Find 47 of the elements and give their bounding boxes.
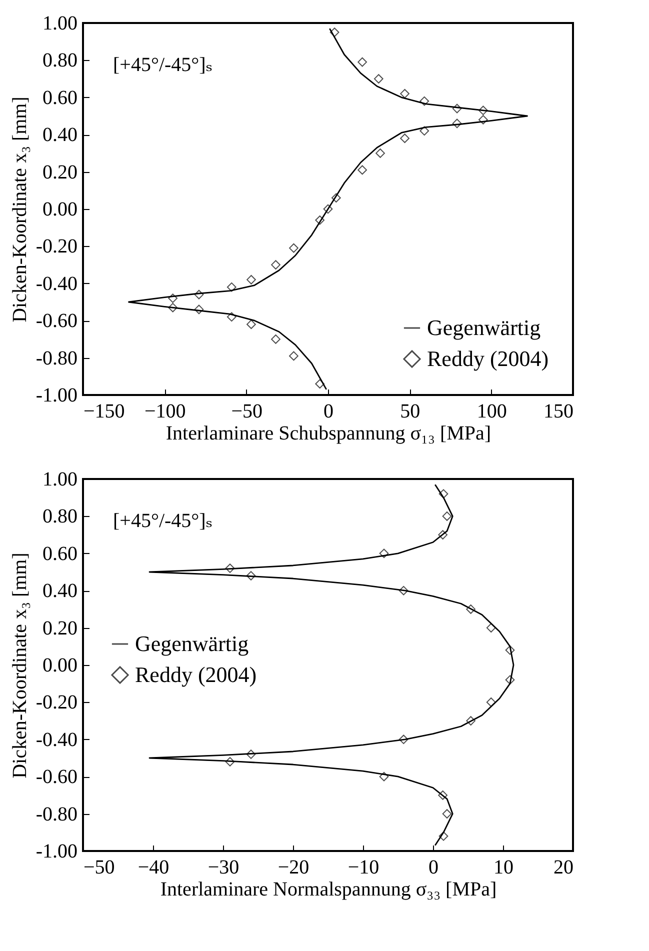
y-tick-label: 0.20	[42, 617, 78, 640]
legend-label: Reddy (2004)	[427, 346, 549, 371]
x-tick-label: 10	[494, 856, 514, 878]
y-tick-label: -0.40	[36, 272, 78, 295]
y-tick-label: 0.80	[42, 50, 78, 72]
y-axis-title: Dicken-Koordinate x₃ [mm]	[8, 96, 31, 322]
y-tick-label: -0.20	[36, 236, 78, 258]
x-tick-label: −50	[84, 856, 115, 878]
y-tick-label: 0.40	[42, 580, 78, 602]
y-tick-label: 1.00	[42, 468, 78, 490]
y-tick-label: -0.20	[36, 692, 78, 714]
y-tick-label: -1.00	[36, 840, 78, 862]
annotation: [+45°/-45°]ₛ	[113, 510, 213, 532]
y-tick-label: -1.00	[36, 384, 78, 406]
annotation: [+45°/-45°]ₛ	[113, 54, 213, 76]
x-tick-label: −50	[231, 400, 262, 422]
x-tick-label: −30	[208, 856, 240, 878]
x-tick-label: 150	[544, 400, 574, 422]
y-tick-label: -0.80	[36, 803, 78, 826]
y-tick-label: 0.00	[42, 198, 78, 220]
x-tick-label: 20	[554, 856, 574, 878]
x-tick-label: −100	[144, 400, 186, 422]
x-tick-label: 0	[324, 400, 334, 422]
x-tick-label: 50	[400, 400, 420, 422]
x-tick-label: 0	[428, 856, 438, 878]
y-tick-label: 0.40	[42, 124, 78, 146]
y-axis-title: Dicken-Koordinate x₃ [mm]	[8, 552, 31, 778]
y-tick-label: 1.00	[42, 12, 78, 34]
y-tick-label: 0.00	[42, 654, 78, 676]
legend-label: Gegenwärtig	[135, 631, 249, 656]
x-axis-title: Interlaminare Schubspannung σ₁₃ [MPa]	[166, 422, 492, 444]
x-tick-label: −150	[84, 400, 125, 422]
x-axis-title: Interlaminare Normalspannung σ₃₃ [MPa]	[160, 878, 497, 900]
y-tick-label: 0.60	[42, 86, 78, 109]
x-tick-label: −10	[348, 856, 380, 878]
y-tick-label: -0.60	[36, 310, 78, 332]
legend-label: Gegenwärtig	[427, 315, 541, 340]
y-tick-label: -0.40	[36, 728, 78, 751]
y-tick-label: -0.60	[36, 766, 78, 788]
y-tick-label: 0.20	[42, 161, 78, 184]
x-tick-label: −40	[138, 856, 170, 878]
y-tick-label: 0.80	[42, 506, 78, 528]
x-tick-label: 100	[476, 400, 507, 422]
y-tick-label: -0.80	[36, 347, 78, 370]
y-tick-label: 0.60	[42, 542, 78, 565]
x-tick-label: −20	[278, 856, 310, 878]
legend-label: Reddy (2004)	[135, 662, 257, 687]
